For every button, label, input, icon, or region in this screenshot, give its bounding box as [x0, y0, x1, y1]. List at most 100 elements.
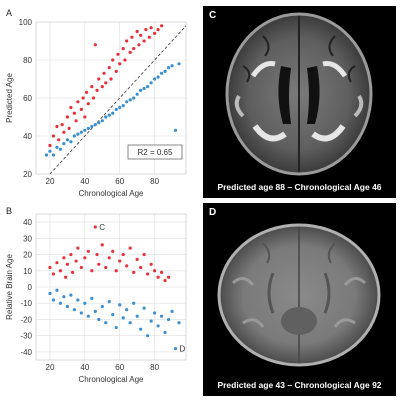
- data-point: [83, 115, 87, 119]
- panel-letter-d: D: [209, 207, 217, 218]
- data-point: [104, 321, 108, 325]
- y-axis-label-b: Relative Brain Age: [5, 254, 14, 320]
- data-point: [97, 121, 101, 125]
- data-point: [74, 119, 78, 123]
- data-point: [65, 115, 69, 119]
- y-tick-label: 10: [23, 267, 32, 276]
- grid-b: [35, 213, 187, 361]
- data-point: [55, 288, 59, 292]
- x-tick-label: 60: [115, 363, 124, 372]
- data-point: [159, 314, 164, 318]
- data-point: [58, 269, 63, 273]
- data-point: [100, 119, 104, 123]
- data-point: [163, 330, 167, 335]
- data-point: [51, 153, 56, 157]
- data-point: [128, 98, 132, 102]
- r2-box: [127, 144, 183, 160]
- data-point: [93, 43, 97, 47]
- data-point: [128, 246, 132, 250]
- data-point: [144, 28, 148, 32]
- panel-letter-c: C: [209, 10, 217, 21]
- data-point: [55, 261, 59, 265]
- mri-image-c: C Predicted age 88 – Chronological Age 4…: [203, 6, 396, 198]
- data-point: [100, 243, 104, 247]
- data-point: [111, 111, 115, 115]
- data-point: [83, 128, 87, 132]
- data-point: [163, 69, 167, 73]
- r2-label: R2 = 0.65: [138, 148, 173, 157]
- data-point: [128, 50, 132, 55]
- data-point: [166, 66, 171, 70]
- y-tick-label: -30: [20, 332, 32, 341]
- data-point: [118, 62, 122, 66]
- data-point: [156, 275, 160, 279]
- data-point: [149, 262, 153, 266]
- data-point: [166, 317, 171, 322]
- data-point: [139, 88, 143, 92]
- panel-letter-a: A: [6, 8, 12, 18]
- data-point: [51, 272, 56, 276]
- mri-image-d: D Predicted age 43 – Chronological Age 9…: [203, 203, 396, 396]
- data-point: [114, 69, 118, 73]
- data-point: [135, 257, 139, 262]
- data-point: [72, 134, 76, 138]
- data-point: [146, 334, 150, 338]
- data-point: [95, 252, 99, 257]
- y-tick-label: 20: [23, 170, 32, 179]
- data-point: [104, 115, 108, 119]
- data-point: [79, 107, 83, 111]
- data-point: [97, 77, 101, 81]
- data-point: [173, 128, 178, 132]
- data-point: [69, 293, 73, 297]
- data-point: [173, 347, 178, 351]
- data-point: [149, 26, 153, 30]
- data-point: [170, 309, 174, 313]
- data-point: [111, 58, 115, 62]
- y-tick-label: 80: [23, 56, 32, 65]
- data-point: [123, 58, 127, 62]
- data-point: [111, 249, 115, 253]
- data-point: [170, 64, 174, 68]
- data-point: [72, 308, 76, 312]
- data-point: [166, 275, 171, 279]
- data-point: [76, 132, 80, 136]
- y-tick-label: 20: [23, 251, 32, 260]
- data-point: [62, 256, 66, 260]
- data-point: [146, 85, 150, 89]
- brain-scan-d: [217, 223, 381, 367]
- data-point: [102, 71, 106, 75]
- data-point: [67, 126, 71, 130]
- data-point: [48, 149, 52, 153]
- data-point: [109, 77, 113, 81]
- scatter-plot-b: B 20 40 60 80 -40 -30 -20 -10 0 10 20 30 40 C D Chro…: [5, 206, 187, 384]
- x-tick-label: 80: [150, 363, 159, 372]
- data-point: [64, 275, 68, 279]
- data-point: [100, 85, 104, 89]
- data-point: [100, 304, 104, 309]
- data-point: [48, 143, 52, 148]
- data-point: [114, 325, 118, 330]
- y-tick-label: -10: [20, 299, 32, 308]
- data-point: [93, 123, 97, 127]
- data-point: [137, 43, 141, 47]
- y-tick-label: 40: [23, 218, 32, 227]
- data-point: [62, 130, 66, 134]
- data-point: [121, 316, 125, 320]
- y-tick-label: 40: [23, 132, 32, 141]
- data-point: [48, 291, 52, 296]
- data-point: [81, 96, 85, 100]
- data-point: [139, 33, 143, 37]
- data-point: [107, 113, 111, 117]
- data-point: [79, 130, 83, 134]
- data-point: [125, 100, 129, 104]
- data-point: [57, 138, 61, 142]
- data-point: [86, 126, 90, 130]
- data-point: [156, 324, 160, 328]
- data-point: [93, 225, 97, 229]
- data-point: [90, 85, 94, 89]
- data-point: [163, 278, 167, 283]
- data-point: [58, 147, 63, 151]
- data-point: [149, 319, 153, 323]
- data-point: [62, 142, 66, 146]
